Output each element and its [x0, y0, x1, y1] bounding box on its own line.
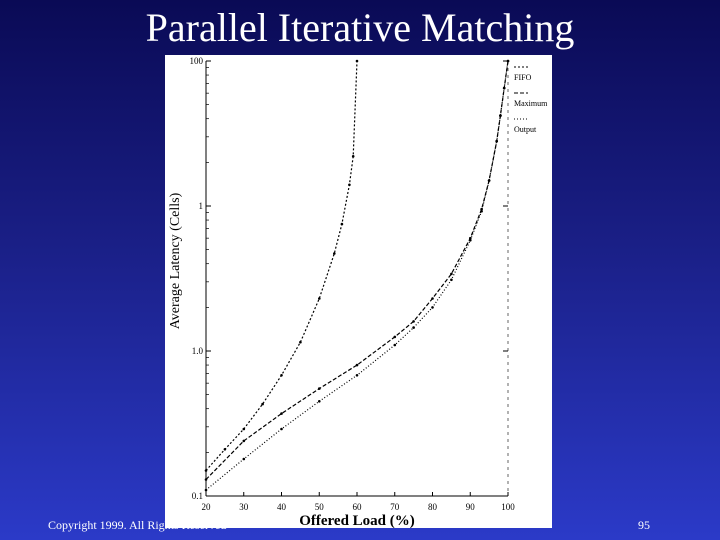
- x-tick-label: 80: [428, 502, 438, 512]
- data-point-output: [204, 488, 208, 492]
- data-point-output: [355, 374, 359, 377]
- data-point-maximum: [469, 236, 472, 240]
- data-point-fifo: [333, 252, 336, 255]
- data-point-maximum: [318, 387, 321, 390]
- series-line-output: [205, 60, 509, 491]
- data-point-output: [450, 278, 453, 282]
- data-point-fifo: [318, 297, 321, 300]
- legend-label: Output: [514, 125, 537, 134]
- copyright-notice: Copyright 1999. All Rights Reserved: [48, 518, 227, 532]
- legend-label: FIFO: [514, 73, 532, 82]
- x-tick-label: 100: [501, 502, 515, 512]
- data-point-output: [412, 326, 415, 329]
- legend: FIFO Maximum Output: [514, 66, 548, 134]
- slide-title: Parallel Iterative Matching: [145, 5, 575, 50]
- page-number: 95: [638, 518, 650, 532]
- data-point-fifo: [204, 469, 208, 472]
- data-point-output: [280, 427, 283, 431]
- data-point-maximum: [412, 320, 415, 323]
- data-point-maximum: [355, 363, 359, 367]
- data-point-maximum: [204, 478, 208, 481]
- data-point-fifo: [299, 340, 302, 344]
- tick-labels: 20 30 40 50 60 70 80 90 100 0.1 1.0 1 100: [190, 56, 516, 512]
- data-point-fifo: [355, 59, 359, 63]
- x-tick-label: 20: [202, 502, 212, 512]
- axes: [205, 61, 509, 497]
- data-point-fifo: [261, 402, 264, 406]
- data-point-fifo: [348, 183, 351, 187]
- x-tick-label: 60: [353, 502, 363, 512]
- data-point-output: [393, 343, 397, 347]
- series-line-fifo: [205, 60, 358, 471]
- y-tick-label: 1.0: [192, 346, 204, 356]
- x-tick-label: 30: [239, 502, 249, 512]
- y-tick-label: 0.1: [192, 491, 203, 501]
- x-tick-label: 90: [466, 502, 476, 512]
- data-point-maximum: [280, 412, 283, 415]
- data-point-output: [502, 86, 506, 90]
- data-point-output: [495, 139, 499, 143]
- data-point-maximum: [431, 297, 434, 300]
- y-tick-label: 1: [199, 201, 204, 211]
- data-point-fifo: [242, 427, 246, 431]
- data-point-output: [242, 457, 246, 461]
- series-lines: [204, 59, 510, 492]
- data-point-maximum: [450, 272, 453, 276]
- data-point-output: [469, 239, 472, 242]
- y-axis-label: Average Latency (Cells): [168, 192, 183, 329]
- data-point-output: [431, 306, 434, 309]
- legend-label: Maximum: [514, 99, 548, 108]
- data-point-maximum: [393, 335, 397, 339]
- x-axis-label: Offered Load (%): [299, 513, 415, 528]
- data-point-output: [318, 400, 321, 403]
- series-line-maximum: [205, 60, 509, 480]
- data-point-fifo: [340, 222, 344, 226]
- x-tick-label: 70: [390, 502, 400, 512]
- data-point-output: [480, 210, 483, 213]
- x-tick-label: 50: [315, 502, 325, 512]
- y-tick-label: 100: [190, 56, 204, 66]
- data-point-output: [499, 114, 502, 117]
- data-point-fifo: [351, 155, 355, 158]
- chart-panel: 20 30 40 50 60 70 80 90 100 0.1 1.0 1 100 FIFO Maximu…: [165, 55, 552, 528]
- data-point-output: [506, 59, 510, 63]
- latency-chart: 20 30 40 50 60 70 80 90 100 0.1 1.0 1 100 FIFO Maximu…: [168, 56, 548, 528]
- data-point-maximum: [242, 439, 246, 443]
- data-point-output: [487, 179, 491, 182]
- data-point-fifo: [280, 374, 283, 377]
- data-point-fifo: [223, 448, 227, 451]
- x-tick-label: 40: [277, 502, 287, 512]
